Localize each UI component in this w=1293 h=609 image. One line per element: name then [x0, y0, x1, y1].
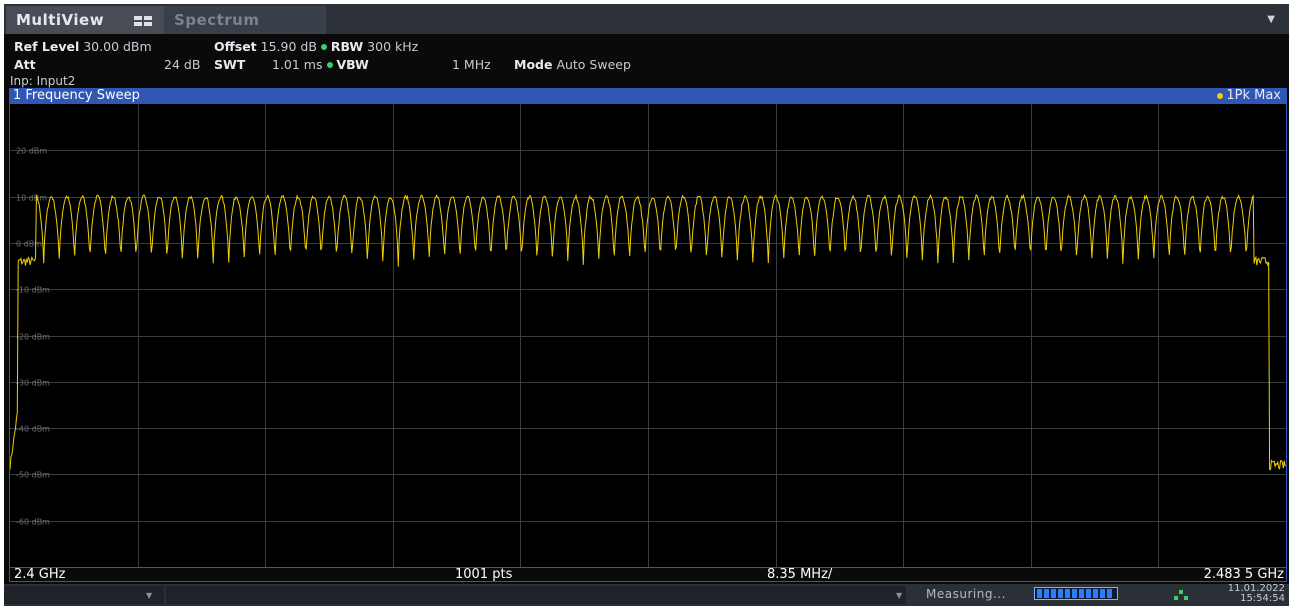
mode-label: Mode [514, 57, 553, 72]
measurement-settings[interactable]: Ref Level 30.00 dBm Offset 15.90 dB RBW 3… [4, 34, 1289, 88]
sweep-progress-bar [1034, 587, 1118, 600]
y-tick-label: 20 dBm [16, 147, 47, 156]
plot-grid [10, 104, 1286, 567]
swt-label: SWT [214, 57, 246, 72]
offset-value: 15.90 dB [260, 39, 317, 54]
rbw-label: RBW [330, 39, 364, 54]
window-title-bar[interactable]: 1 Frequency Sweep 1Pk Max [9, 88, 1287, 104]
trace-color-dot-icon [1217, 92, 1224, 99]
status-time: 15:54:54 [1240, 593, 1285, 604]
measuring-status: Measuring... [926, 587, 1006, 601]
tab-multiview-label: MultiView [16, 11, 105, 29]
ref-level-label: Ref Level [14, 39, 80, 54]
multiview-grid-icon [134, 16, 152, 26]
y-tick-label: 10 dBm [16, 194, 47, 203]
trace-label: 1Pk Max [1226, 88, 1281, 103]
frequency-axis-bar: 2.4 GHz 1001 pts 8.35 MHz/ 2.483 5 GHz [9, 567, 1287, 582]
tab-spectrum-label: Spectrum [174, 11, 260, 29]
status-left-panel[interactable]: ▼ [4, 586, 164, 604]
span-per-division: 8.35 MHz/ [767, 567, 833, 582]
tab-bar: MultiView Spectrum ▼ [4, 4, 1289, 34]
tab-menu-chevron-down-icon[interactable]: ▼ [1267, 14, 1275, 25]
mode-setting[interactable]: Mode Auto Sweep [514, 57, 631, 72]
spectrum-plot[interactable]: 20 dBm 10 dBm 0 dBm -10 dBm -20 dBm -30 dBm -4… [9, 104, 1287, 567]
vbw-coupled-dot-icon [326, 62, 333, 68]
status-left-chevron-down-icon[interactable]: ▼ [146, 591, 153, 600]
start-frequency: 2.4 GHz [14, 567, 66, 582]
swt-setting[interactable]: SWT [214, 57, 245, 72]
rbw-coupled-dot-icon [320, 44, 327, 50]
status-mid-chevron-down-icon[interactable]: ▼ [896, 591, 903, 600]
input-indicator: Inp: Input2 [10, 74, 76, 88]
att-setting[interactable]: Att [14, 57, 36, 72]
network-status-icon [1174, 590, 1188, 602]
status-bar: ▼ ▼ Measuring... 11.01.2022 15:54:54 [4, 584, 1289, 606]
date-time: 11.01.2022 15:54:54 [1228, 584, 1285, 604]
att-value: 24 dB [164, 57, 201, 72]
y-tick-label: -20 dBm [16, 333, 50, 342]
y-tick-label: -10 dBm [16, 286, 50, 295]
ref-level-value: 30.00 dBm [83, 39, 152, 54]
offset-label: Offset [214, 39, 257, 54]
y-tick-label: -30 dBm [16, 379, 50, 388]
window-title: 1 Frequency Sweep [13, 88, 140, 103]
y-tick-label: -40 dBm [16, 425, 50, 434]
y-axis-labels: 20 dBm 10 dBm 0 dBm -10 dBm -20 dBm -30 dBm -4… [16, 147, 50, 527]
att-label: Att [14, 57, 36, 72]
swt-vbw-setting[interactable]: 1.01 ms VBW [272, 57, 369, 72]
tab-spectrum[interactable]: Spectrum [164, 6, 326, 34]
ref-level-setting[interactable]: Ref Level 30.00 dBm [14, 39, 152, 54]
status-message-panel[interactable]: ▼ [166, 586, 906, 604]
mode-value: Auto Sweep [556, 57, 631, 72]
y-tick-label: -50 dBm [16, 471, 50, 480]
rbw-value: 300 kHz [367, 39, 419, 54]
analyzer-window: MultiView Spectrum ▼ Ref Level 30.00 dBm… [4, 4, 1289, 606]
offset-setting[interactable]: Offset 15.90 dB RBW 300 kHz [214, 39, 418, 54]
sweep-points: 1001 pts [455, 567, 513, 582]
trace-1-line [10, 193, 1286, 471]
y-tick-label: -60 dBm [16, 518, 50, 527]
swt-value: 1.01 ms [272, 57, 323, 72]
vbw-value: 1 MHz [452, 57, 491, 72]
trace-indicator[interactable]: 1Pk Max [1217, 88, 1281, 104]
tab-multiview[interactable]: MultiView [6, 6, 164, 34]
vbw-label: VBW [336, 57, 369, 72]
spectrum-chart-svg[interactable]: 20 dBm 10 dBm 0 dBm -10 dBm -20 dBm -30 dBm -4… [10, 104, 1286, 567]
status-date: 11.01.2022 [1227, 583, 1285, 594]
stop-frequency: 2.483 5 GHz [1203, 567, 1284, 582]
y-tick-label: 0 dBm [16, 240, 42, 249]
